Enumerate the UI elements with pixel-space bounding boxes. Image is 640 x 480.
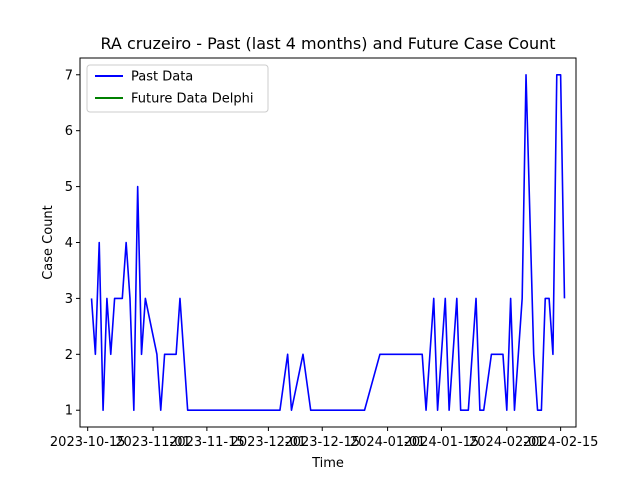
plot-area (80, 58, 576, 427)
legend-box (86, 64, 269, 113)
y-tick-label: 1 (65, 404, 73, 419)
y-axis: 1 2 3 4 5 6 7 (65, 68, 80, 419)
x-tick-label: 2024-02-15 (523, 435, 599, 450)
chart-title: RA cruzeiro - Past (last 4 months) and F… (100, 34, 555, 53)
y-tick-label: 3 (65, 292, 73, 307)
y-tick-label: 6 (65, 124, 73, 139)
x-tick-label: 2024-01-15 (404, 435, 480, 450)
y-axis-label: Case Count (41, 205, 56, 280)
legend-past-data-label: Past Data (131, 70, 193, 85)
x-tick-label: 2024-02-01 (469, 435, 545, 450)
x-tick-label: 2023-11-01 (115, 435, 191, 450)
x-tick-label: 2024-01-01 (350, 435, 426, 450)
x-axis: 2023-10-152023-11-012023-11-152023-12-01… (50, 427, 598, 450)
y-tick-label: 5 (65, 180, 73, 195)
y-tick-label: 4 (65, 236, 73, 251)
y-tick-label: 7 (65, 68, 73, 83)
series-layer (90, 73, 566, 412)
legend: Past Data Future Data Delphi (86, 64, 269, 113)
legend-future-data-label: Future Data Delphi (131, 92, 253, 107)
series-line-0 (90, 73, 566, 412)
plot-frame (79, 57, 577, 428)
y-tick-label: 2 (65, 348, 73, 363)
x-tick-label: 2023-12-15 (284, 435, 360, 450)
x-axis-label: Time (311, 456, 344, 471)
x-tick-label: 2023-11-15 (169, 435, 245, 450)
x-tick-label: 2023-10-15 (50, 435, 126, 450)
x-tick-label: 2023-12-01 (231, 435, 307, 450)
